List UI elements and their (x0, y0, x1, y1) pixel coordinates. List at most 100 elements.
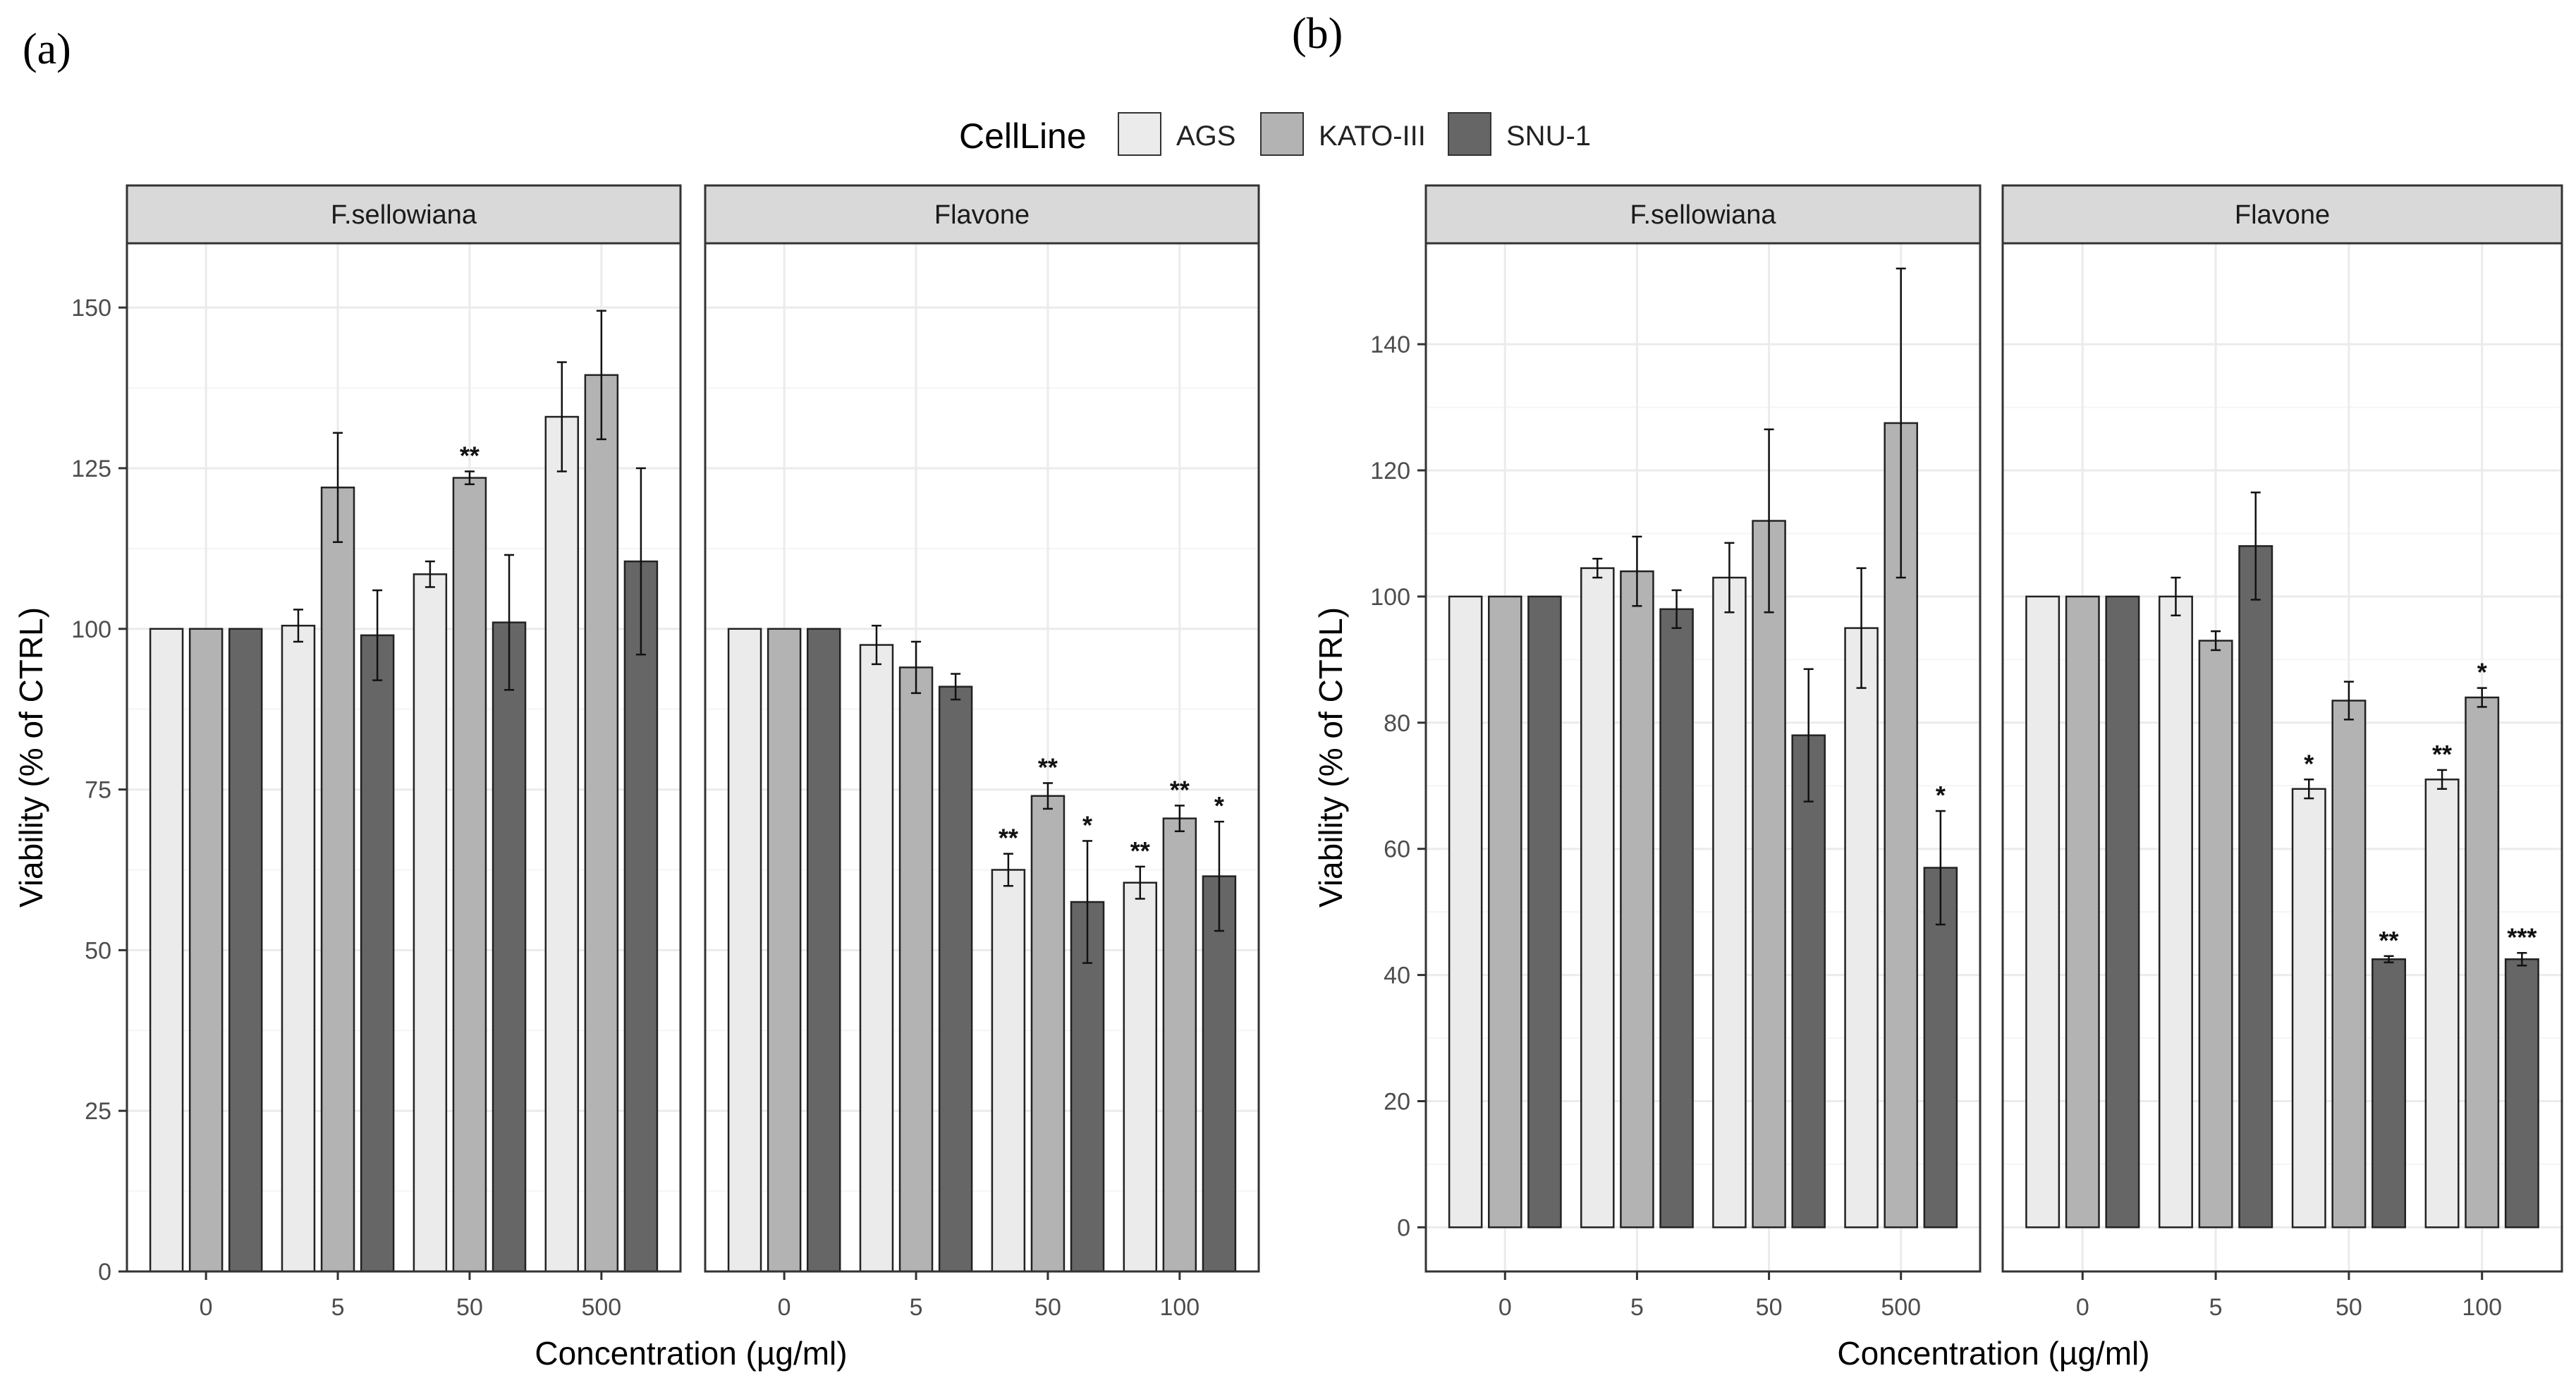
bar-ags-5 (281, 624, 316, 1273)
bar-snu-1-5 (360, 634, 395, 1273)
panel-b-y-tick-label: 40 (1384, 963, 1410, 989)
facet-strip (1424, 184, 1982, 245)
x-tick-label: 50 (1034, 1294, 1061, 1321)
x-tick-label: 500 (1881, 1294, 1921, 1321)
panel-b-facet-f-sellowiana: F.sellowiana 0 5 50 * 500 (1424, 184, 1982, 1321)
bar-kato-iii-5 (898, 666, 934, 1273)
significance-ags-50: * (2304, 749, 2314, 778)
panel-b-y-tick-label: 0 (1397, 1214, 1410, 1241)
panel-b-y-tick-label: 60 (1384, 836, 1410, 863)
x-tick-label: 0 (200, 1294, 213, 1321)
bar-kato-iii-5 (2198, 640, 2233, 1228)
panel-a-y-tick-label: 25 (85, 1098, 111, 1125)
bar-kato-iii-50 (1752, 520, 1786, 1228)
bar-ags-0 (727, 628, 762, 1273)
bar-ags-100 (2424, 779, 2460, 1228)
legend: CellLine AGS KATO-III SNU-1 (959, 112, 1591, 156)
x-tick-label: 100 (2462, 1294, 2502, 1321)
significance-kato-iii-100: ** (1170, 775, 1190, 804)
x-tick-label: 0 (1498, 1294, 1512, 1321)
x-tick-label: 5 (910, 1294, 923, 1321)
facet-strip (704, 184, 1260, 245)
panel-b-y-tick-label: 20 (1384, 1088, 1410, 1115)
panel-b-y-axis-title: Viability (% of CTRL) (1312, 607, 1349, 908)
x-tick-label: 5 (1630, 1294, 1644, 1321)
bar-kato-iii-0 (1488, 595, 1522, 1228)
panel-b-y-tick-label: 100 (1370, 584, 1410, 611)
bar-snu-1-0 (228, 628, 263, 1273)
facet-strip (2001, 184, 2563, 245)
significance-ags-100: ** (1130, 836, 1150, 865)
x-tick-label: 0 (778, 1294, 791, 1321)
bar-kato-iii-100 (2465, 696, 2500, 1228)
x-tick-label: 50 (2336, 1294, 2362, 1321)
panel-a-y-tick-label: 75 (85, 777, 111, 804)
bar-kato-iii-50 (1030, 795, 1066, 1273)
bar-ags-0 (1448, 595, 1483, 1228)
bar-snu-1-500 (1923, 867, 1958, 1228)
panel-a-y-axis-title: Viability (% of CTRL) (13, 607, 49, 908)
significance-ags-50: ** (999, 824, 1018, 853)
bar-ags-5 (859, 644, 894, 1273)
plot-border (704, 242, 1260, 1273)
bar-ags-50 (991, 869, 1026, 1273)
bar-snu-1-500 (623, 560, 659, 1273)
bar-ags-500 (1844, 627, 1879, 1228)
panel-a-x-axis-title: Concentration (µg/ml) (535, 1335, 847, 1372)
bar-kato-iii-0 (2065, 595, 2100, 1228)
panel-a-y-tick-label: 150 (71, 295, 111, 322)
chart-panel-b: 0 20 40 60 80 100 120 140 Viability (% of CTRL) C… (1312, 184, 2563, 1372)
bar-kato-iii-50 (2331, 700, 2367, 1228)
bar-snu-1-100 (2504, 958, 2539, 1228)
bar-snu-1-0 (1527, 595, 1562, 1228)
bar-ags-0 (149, 628, 184, 1273)
bar-kato-iii-500 (584, 374, 619, 1273)
significance-kato-iii-100: * (2477, 658, 2487, 687)
x-tick-label: 50 (1756, 1294, 1783, 1321)
significance-snu-1-50: * (1082, 810, 1092, 839)
bar-ags-5 (1580, 567, 1615, 1228)
legend-label-ags: AGS (1176, 121, 1235, 152)
plot-border (126, 242, 682, 1273)
bar-ags-0 (2025, 595, 2061, 1228)
legend-key-ags (1118, 112, 1161, 156)
facet-title: F.sellowiana (1630, 200, 1777, 230)
plot-border (1424, 242, 1982, 1273)
bar-snu-1-5 (1659, 608, 1694, 1228)
panel-b-y-tick-label: 140 (1370, 331, 1410, 358)
bar-snu-1-5 (2238, 545, 2273, 1228)
panel-a-y-tick-label: 100 (71, 616, 111, 643)
legend-key-kato-iii (1260, 112, 1304, 156)
bar-ags-5 (2158, 595, 2193, 1228)
x-tick-label: 5 (2209, 1294, 2223, 1321)
bar-ags-50 (1712, 576, 1747, 1228)
significance-snu-1-500: * (1936, 781, 1946, 810)
x-tick-label: 100 (1159, 1294, 1200, 1321)
panel-a-y-tick-label: 50 (85, 937, 111, 964)
bar-ags-50 (413, 573, 448, 1273)
bar-kato-iii-5 (1620, 570, 1654, 1228)
panel-label-a: (a) (23, 25, 71, 73)
significance-kato-iii-50: ** (460, 441, 480, 470)
bar-snu-1-50 (492, 621, 527, 1273)
legend-label-kato-iii: KATO-III (1319, 121, 1426, 152)
bar-ags-100 (1123, 881, 1158, 1273)
panel-b-y-tick-label: 120 (1370, 458, 1410, 484)
panel-a-facet-f-sellowiana: F.sellowiana 0 5 ** 50 500 (126, 184, 682, 1321)
x-tick-label: 500 (581, 1294, 621, 1321)
significance-ags-100: ** (2432, 740, 2452, 769)
panel-a-y-tick-label: 125 (71, 456, 111, 482)
facet-title: Flavone (934, 200, 1030, 230)
bar-kato-iii-5 (320, 487, 355, 1273)
bar-snu-1-100 (1202, 875, 1237, 1273)
legend-key-snu-1 (1448, 112, 1491, 156)
legend-title: CellLine (959, 116, 1087, 156)
bar-kato-iii-100 (1162, 817, 1197, 1273)
significance-kato-iii-50: ** (1038, 752, 1058, 781)
bar-kato-iii-50 (452, 477, 487, 1273)
bar-snu-1-5 (938, 685, 973, 1273)
significance-snu-1-50: ** (2379, 926, 2399, 955)
